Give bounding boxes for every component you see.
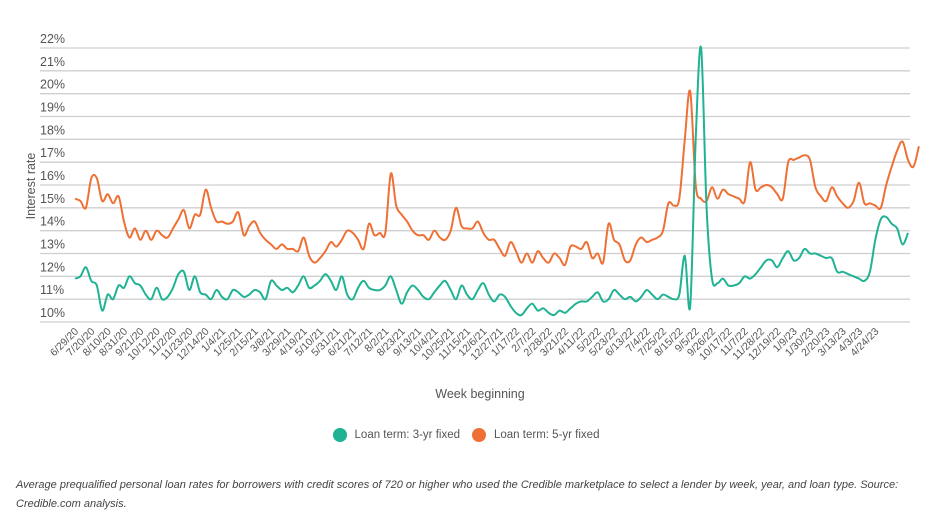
y-tick-label: 19%	[40, 101, 65, 115]
y-tick-label: 22%	[40, 32, 65, 46]
legend-item-3yr[interactable]: Loan term: 3-yr fixed	[332, 428, 460, 442]
legend-item-5yr[interactable]: Loan term: 5-yr fixed	[472, 428, 599, 442]
legend-label-3yr: Loan term: 3-yr fixed	[354, 429, 460, 441]
legend-label-5yr: Loan term: 5-yr fixed	[494, 429, 600, 441]
y-tick-label: 18%	[40, 123, 65, 137]
y-axis-ticks: 10% 11% 12% 13% 14% 15% 16% 17% 18% 19% 20% 21% 22%	[40, 32, 65, 320]
y-tick-label: 16%	[40, 169, 65, 183]
chart-caption: Average prequalified personal loan rates…	[16, 479, 899, 510]
y-tick-label: 20%	[40, 78, 65, 92]
gridlines	[40, 47, 910, 323]
y-tick-label: 15%	[40, 192, 65, 206]
legend-dot-3yr-icon	[332, 428, 347, 442]
x-axis-title: Week beginning	[435, 387, 524, 401]
y-tick-label: 10%	[40, 306, 65, 320]
x-axis-ticks: 6/29/207/20/208/10/208/31/209/21/2010/12…	[48, 326, 882, 364]
data-lines	[74, 45, 920, 317]
y-tick-label: 13%	[40, 238, 65, 252]
legend: Loan term: 3-yr fixed Loan term: 5-yr fi…	[0, 428, 932, 442]
y-tick-label: 17%	[40, 146, 65, 160]
line-chart: 10%11%12%13%14%15%16%17%18%19%20%21%22% …	[24, 32, 920, 401]
legend-dot-5yr-icon	[472, 428, 486, 442]
series-line	[74, 45, 909, 317]
y-axis-title: Interest rate	[24, 153, 38, 220]
y-tick-label: 11%	[40, 283, 64, 297]
y-tick-label: 21%	[40, 55, 65, 69]
y-tick-label: 14%	[40, 215, 65, 229]
y-tick-label: 12%	[40, 260, 65, 274]
series-line	[74, 89, 920, 267]
